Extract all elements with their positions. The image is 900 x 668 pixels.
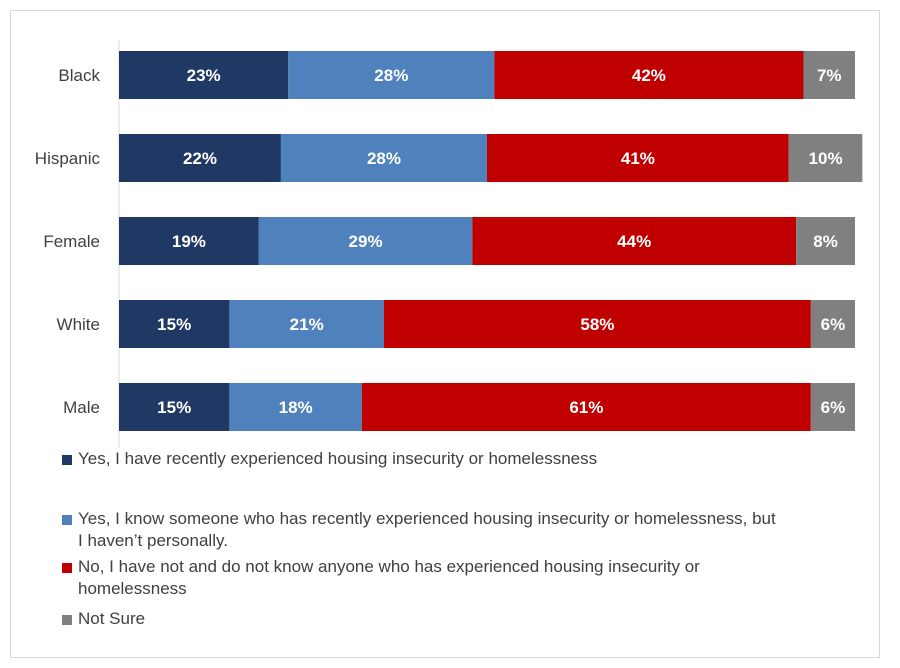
- bar-segment: [280, 134, 487, 182]
- data-label: 10%: [809, 149, 843, 168]
- data-label: 19%: [172, 232, 206, 251]
- legend-label-line: Yes, I know someone who has recently exp…: [78, 509, 776, 528]
- bar-segment: [119, 383, 230, 431]
- data-label: 6%: [821, 398, 846, 417]
- data-label: 18%: [279, 398, 313, 417]
- category-label: Black: [58, 66, 100, 85]
- bar-segment: [810, 300, 855, 348]
- data-label: 44%: [617, 232, 651, 251]
- data-label: 61%: [569, 398, 603, 417]
- legend-label: Yes, I know someone who has recently exp…: [78, 508, 848, 552]
- data-label: 7%: [817, 66, 842, 85]
- category-label: Hispanic: [35, 149, 101, 168]
- bar-segment: [494, 51, 804, 99]
- data-label: 23%: [187, 66, 221, 85]
- bar-segment: [796, 217, 855, 265]
- bar-segment: [803, 51, 855, 99]
- data-label: 41%: [621, 149, 655, 168]
- legend-label-line: No, I have not and do not know anyone wh…: [78, 557, 700, 576]
- category-label: Male: [63, 398, 100, 417]
- legend-label-line: Not Sure: [78, 609, 146, 628]
- bar-segment: [258, 217, 473, 265]
- data-label: 8%: [813, 232, 838, 251]
- legend-label: Yes, I have recently experienced housing…: [78, 448, 848, 470]
- data-label: 42%: [632, 66, 666, 85]
- bar-segment: [119, 300, 230, 348]
- legend-label-line: homelessness: [78, 579, 187, 598]
- data-label: 21%: [290, 315, 324, 334]
- data-label: 29%: [349, 232, 383, 251]
- bar-segment: [119, 134, 281, 182]
- data-label: 6%: [821, 315, 846, 334]
- legend-label: Not Sure: [78, 608, 848, 630]
- bar-segment: [788, 134, 863, 182]
- bar-segment: [119, 51, 289, 99]
- bar-segment: [472, 217, 797, 265]
- legend-label-line: I haven’t personally.: [78, 531, 228, 550]
- legend-swatch: [62, 615, 72, 625]
- legend-swatch: [62, 563, 72, 573]
- bar-segment: [288, 51, 495, 99]
- legend-label-line: Yes, I have recently experienced housing…: [78, 449, 598, 468]
- bar-segment: [229, 383, 362, 431]
- data-label: 28%: [367, 149, 401, 168]
- legend-swatch: [62, 515, 72, 525]
- bar-segment: [119, 217, 259, 265]
- data-label: 15%: [157, 398, 191, 417]
- legend-label: No, I have not and do not know anyone wh…: [78, 556, 848, 600]
- bar-segment: [361, 383, 811, 431]
- data-label: 22%: [183, 149, 217, 168]
- bar-segment: [487, 134, 789, 182]
- data-label: 58%: [580, 315, 614, 334]
- bar-segment: [383, 300, 811, 348]
- data-label: 28%: [374, 66, 408, 85]
- category-label: White: [57, 315, 100, 334]
- bar-segment: [810, 383, 855, 431]
- data-label: 15%: [157, 315, 191, 334]
- legend-swatch: [62, 455, 72, 465]
- bar-segment: [229, 300, 384, 348]
- category-label: Female: [43, 232, 100, 251]
